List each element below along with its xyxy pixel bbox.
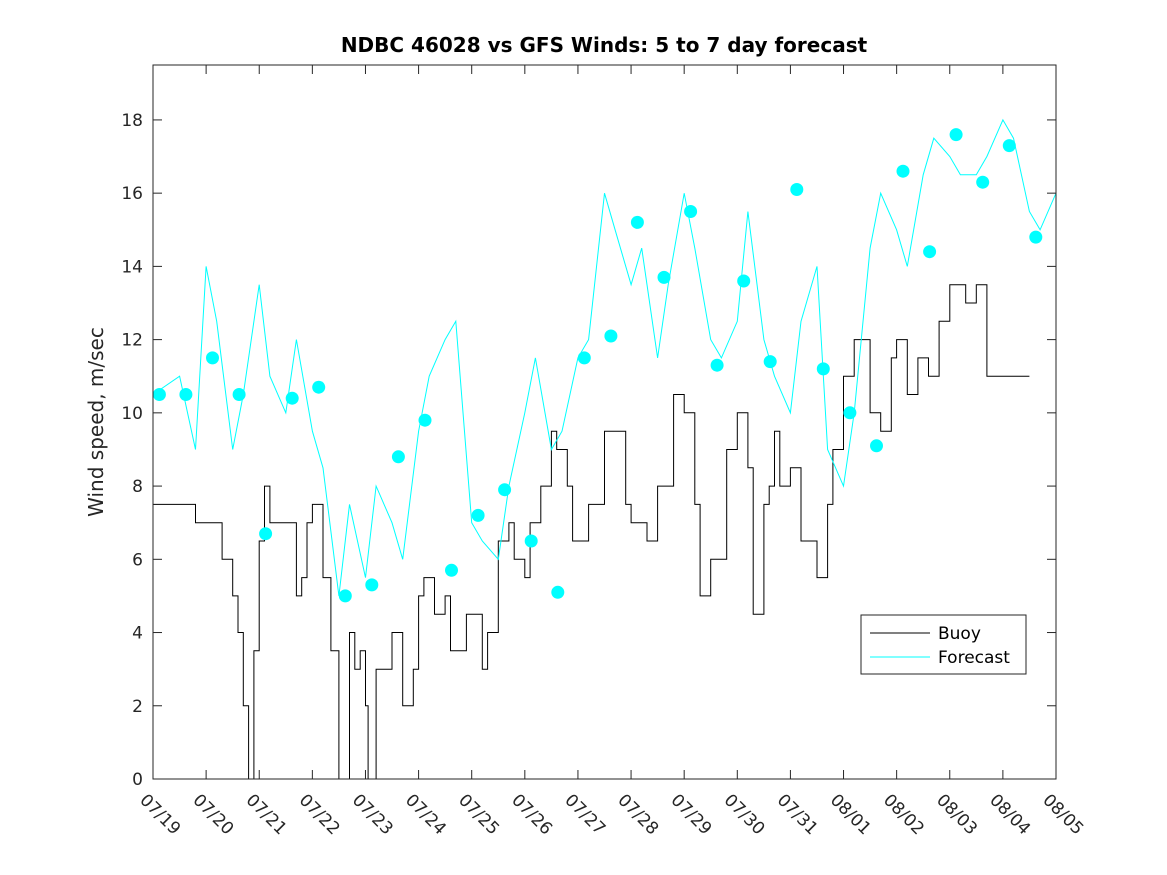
forecast-marker [1029, 230, 1043, 244]
y-tick-label: 16 [121, 184, 143, 204]
forecast-marker [152, 388, 166, 401]
y-tick-label: 8 [132, 477, 143, 497]
y-tick-label: 10 [121, 404, 143, 424]
forecast-marker [1002, 139, 1016, 153]
forecast-marker [551, 585, 565, 599]
forecast-marker [206, 351, 219, 365]
y-tick-label: 6 [132, 550, 143, 570]
legend-box [860, 614, 1027, 675]
forecast-marker [843, 406, 857, 420]
y-tick-label: 0 [132, 770, 143, 790]
forecast-marker [338, 589, 352, 603]
legend-buoy-label: Buoy [938, 624, 981, 644]
legend-forecast-label: Forecast [938, 648, 1010, 668]
forecast-marker [710, 358, 724, 372]
forecast-marker [285, 391, 299, 405]
legend: Buoy Forecast [860, 614, 1027, 675]
chart-title: NDBC 46028 vs GFS Winds: 5 to 7 day fore… [341, 33, 868, 57]
forecast-marker [896, 164, 910, 178]
forecast-marker [763, 355, 777, 369]
forecast-marker [312, 380, 326, 394]
forecast-marker [365, 578, 379, 592]
forecast-marker [445, 563, 458, 577]
forecast-marker [657, 270, 671, 284]
forecast-marker [179, 388, 193, 401]
y-axis-label: Wind speed, m/sec [84, 327, 108, 517]
forecast-marker [524, 534, 538, 548]
forecast-marker [949, 128, 963, 142]
forecast-marker [577, 351, 591, 365]
forecast-marker [790, 183, 804, 196]
forecast-marker [870, 439, 883, 453]
forecast-marker [604, 329, 618, 343]
axes-frame [152, 64, 1057, 780]
y-tick-label: 18 [121, 111, 143, 131]
forecast-marker [259, 527, 273, 541]
forecast-marker [816, 362, 830, 376]
forecast-marker [923, 245, 937, 259]
forecast-marker [498, 483, 512, 497]
plot-area [152, 118, 1057, 780]
forecast-marker [976, 175, 990, 189]
forecast-marker [232, 388, 246, 401]
forecast-marker [630, 215, 644, 229]
y-tick-label: 12 [121, 331, 143, 351]
forecast-marker [391, 450, 405, 464]
y-tick-label: 2 [132, 697, 143, 717]
forecast-marker [418, 413, 432, 427]
buoy-series-line [153, 284, 1030, 780]
forecast-marker [737, 274, 751, 288]
y-tick-label: 4 [132, 624, 143, 644]
forecast-marker [471, 508, 485, 522]
forecast-marker [684, 205, 698, 218]
y-tick-label: 14 [121, 257, 143, 277]
forecast-series-line [152, 118, 1057, 596]
